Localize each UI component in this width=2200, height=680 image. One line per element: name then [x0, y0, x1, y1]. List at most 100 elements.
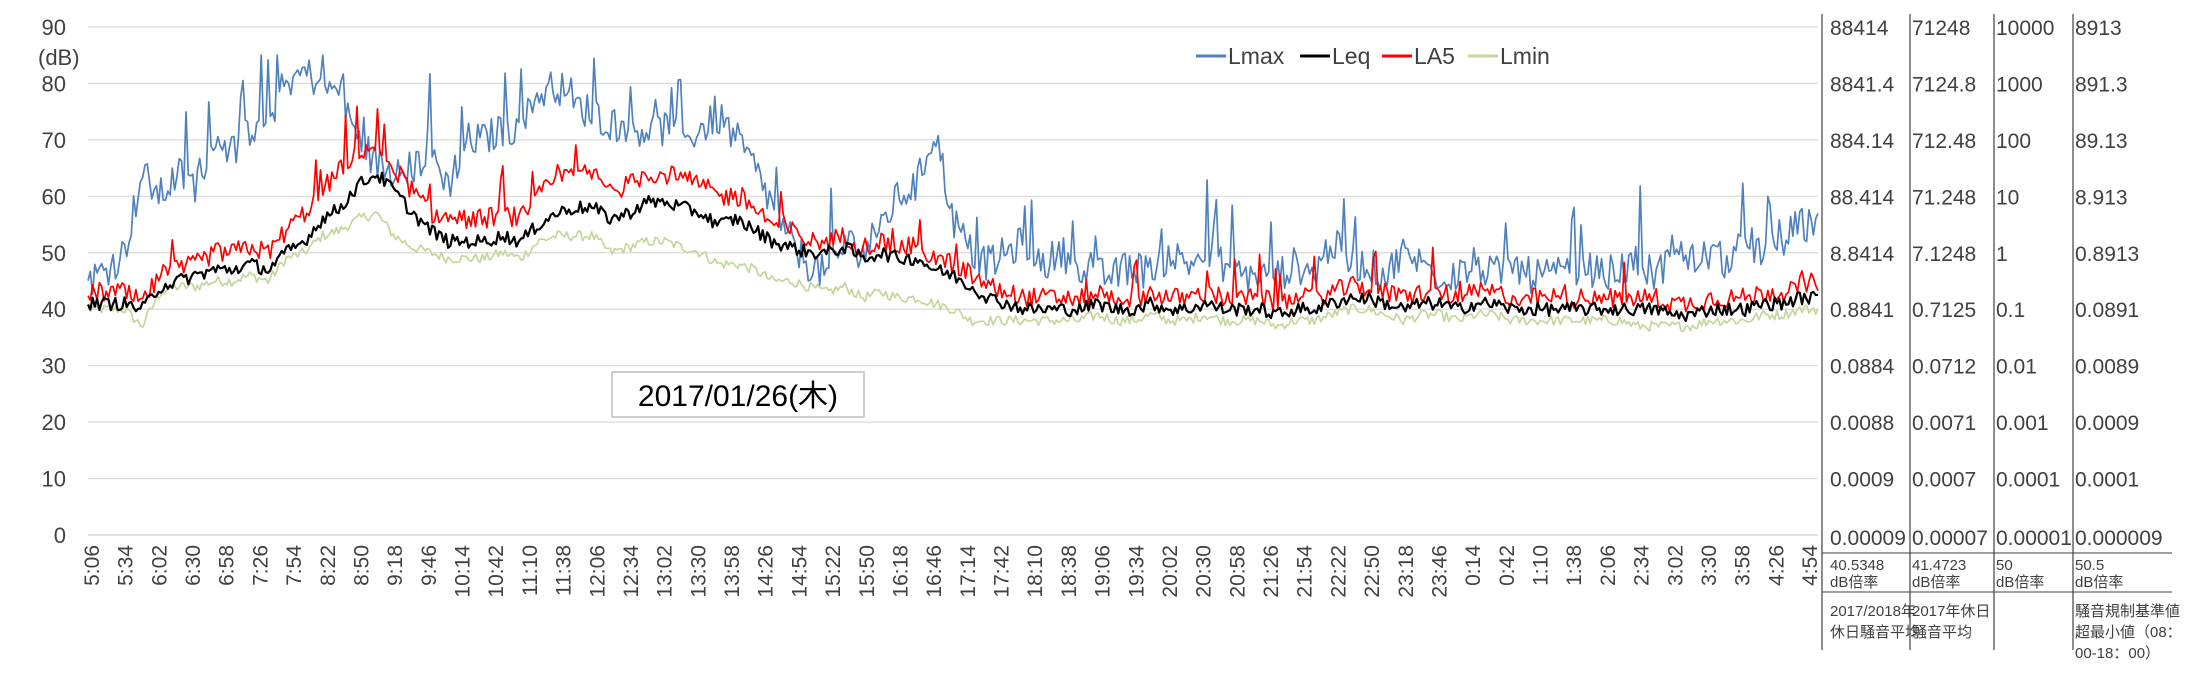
scale-value: 1000 — [1996, 73, 2043, 96]
x-tick-label: 2:06 — [1597, 545, 1620, 586]
scale-value: 8.913 — [2075, 186, 2128, 209]
scale-foot-value: 41.4723 — [1912, 557, 1966, 574]
x-tick-label: 23:46 — [1428, 545, 1451, 598]
scale-value: 8841.4 — [1830, 73, 1895, 96]
date-box: 2017/01/26(木) — [611, 371, 865, 418]
secondary-scale-table: 88414 8841.4 884.14 88.414 8.8414 0.8841 0.088… — [1821, 14, 2182, 662]
x-tick-label: 21:26 — [1260, 545, 1283, 598]
x-tick-label: 22:22 — [1327, 545, 1350, 598]
scale-value: 0.0891 — [2075, 299, 2139, 322]
scale-value: 0.0001 — [2075, 469, 2139, 492]
x-tick-label: 19:06 — [1092, 545, 1115, 598]
scale-foot-value: 40.5348 — [1830, 557, 1884, 574]
x-tick-label: 17:42 — [991, 545, 1014, 598]
x-tick-label: 17:14 — [957, 545, 980, 598]
scale-value: 88414 — [1830, 17, 1889, 40]
scale-foot-note: 2017/2018年 — [1830, 603, 1916, 620]
scale-value: 0.8841 — [1830, 299, 1894, 322]
x-tick-label: 14:54 — [788, 545, 811, 598]
y-tick-label: 90 — [42, 15, 66, 40]
x-tick-label: 9:46 — [418, 545, 441, 586]
x-tick-label: 22:50 — [1361, 545, 1384, 598]
series-line-leq — [87, 171, 1819, 323]
x-tick-label: 9:18 — [384, 545, 407, 586]
scale-value: 88.414 — [1830, 186, 1895, 209]
x-tick-label: 12:34 — [620, 545, 643, 598]
x-tick-label: 7:26 — [249, 545, 272, 586]
scale-value: 71.248 — [1912, 186, 1976, 209]
x-tick-label: 3:30 — [1698, 545, 1721, 586]
x-tick-label: 18:10 — [1024, 545, 1047, 598]
scale-value: 0.0009 — [1830, 469, 1894, 492]
scale-value: 0.0089 — [2075, 356, 2139, 379]
x-tick-label: 23:18 — [1395, 545, 1418, 598]
scale-foot-note: 休日騒音平均 — [1830, 624, 1920, 641]
series-lines — [87, 54, 1819, 333]
x-tick-label: 2:34 — [1631, 545, 1654, 586]
scale-foot-value: 50.5 — [2075, 557, 2104, 574]
x-tick-label: 4:26 — [1765, 545, 1788, 586]
grid-lines — [88, 26, 1818, 480]
scale-value: 891.3 — [2075, 73, 2128, 96]
scale-value: 0.0884 — [1830, 356, 1895, 379]
scale-foot-unit: dB倍率 — [1912, 574, 1960, 591]
y-tick-label: 70 — [42, 128, 66, 153]
scale-foot-unit: dB倍率 — [1996, 574, 2044, 591]
scale-value: 89.13 — [2075, 130, 2128, 153]
x-tick-label: 20:58 — [1226, 545, 1249, 598]
series-line-la5 — [87, 105, 1819, 313]
scale-value: 7124.8 — [1912, 73, 1976, 96]
scale-value: 0.7125 — [1912, 299, 1976, 322]
scale-foot-note: 騒音平均 — [1912, 624, 1972, 641]
x-tick-label: 20:30 — [1193, 545, 1216, 598]
x-tick-label: 1:38 — [1563, 545, 1586, 586]
x-tick-label: 5:06 — [81, 545, 104, 586]
x-tick-label: 0:42 — [1496, 545, 1519, 586]
scale-foot-unit: dB倍率 — [1830, 574, 1878, 591]
y-tick-label: 10 — [42, 467, 66, 492]
scale-value: 71248 — [1912, 17, 1970, 40]
x-axis-ticks: 5:06 5:34 6:02 6:30 6:58 7:26 7:54 8:22 8:50 9:18… — [81, 545, 1822, 598]
scale-foot-note: 騒音規制基準値 — [2075, 603, 2180, 620]
scale-foot-value: 50 — [1996, 557, 2013, 574]
scale-foot-note: 超最小値（08： — [2075, 624, 2182, 641]
scale-value: 0.00001 — [1996, 527, 2072, 550]
scale-value: 0.000009 — [2075, 527, 2163, 550]
y-tick-label: 50 — [42, 241, 66, 266]
date-box-frame — [611, 371, 865, 418]
x-tick-label: 5:34 — [115, 545, 138, 586]
scale-foot-unit: dB倍率 — [2075, 574, 2123, 591]
x-tick-label: 16:46 — [923, 545, 946, 598]
legend-label-la5: LA5 — [1414, 43, 1455, 69]
scale-value: 1 — [1996, 243, 2008, 266]
x-tick-label: 3:02 — [1664, 545, 1687, 586]
x-tick-label: 0:14 — [1462, 545, 1485, 586]
scale-value: 0.01 — [1996, 356, 2037, 379]
y-axis-unit-label: (dB) — [38, 45, 80, 70]
x-tick-label: 6:58 — [216, 545, 239, 586]
legend-label-leq: Leq — [1332, 43, 1370, 69]
scale-value: 0.1 — [1996, 299, 2025, 322]
x-tick-label: 10:42 — [485, 545, 508, 598]
scale-value: 10 — [1996, 186, 2019, 209]
date-label: 2017/01/26(木) — [638, 380, 838, 413]
x-tick-label: 15:50 — [856, 545, 879, 598]
scale-value: 884.14 — [1830, 130, 1895, 153]
y-tick-label: 40 — [42, 297, 66, 322]
y-tick-label: 0 — [54, 523, 66, 548]
x-tick-label: 13:02 — [654, 545, 677, 598]
x-tick-label: 8:50 — [350, 545, 373, 586]
legend-label-lmin: Lmin — [1500, 43, 1550, 69]
x-tick-label: 20:02 — [1159, 545, 1182, 598]
scale-value: 712.48 — [1912, 130, 1976, 153]
scale-foot-note: 00-18：00） — [2075, 645, 2160, 662]
x-tick-label: 12:06 — [586, 545, 609, 598]
series-line-lmin — [87, 211, 1819, 333]
scale-value: 0.0071 — [1912, 412, 1976, 435]
x-tick-label: 11:38 — [553, 545, 576, 596]
y-tick-label: 60 — [42, 184, 66, 209]
legend: Lmax Leq LA5 Lmin — [1196, 43, 1550, 69]
scale-value: 0.8913 — [2075, 243, 2139, 266]
x-tick-label: 3:58 — [1732, 545, 1755, 586]
